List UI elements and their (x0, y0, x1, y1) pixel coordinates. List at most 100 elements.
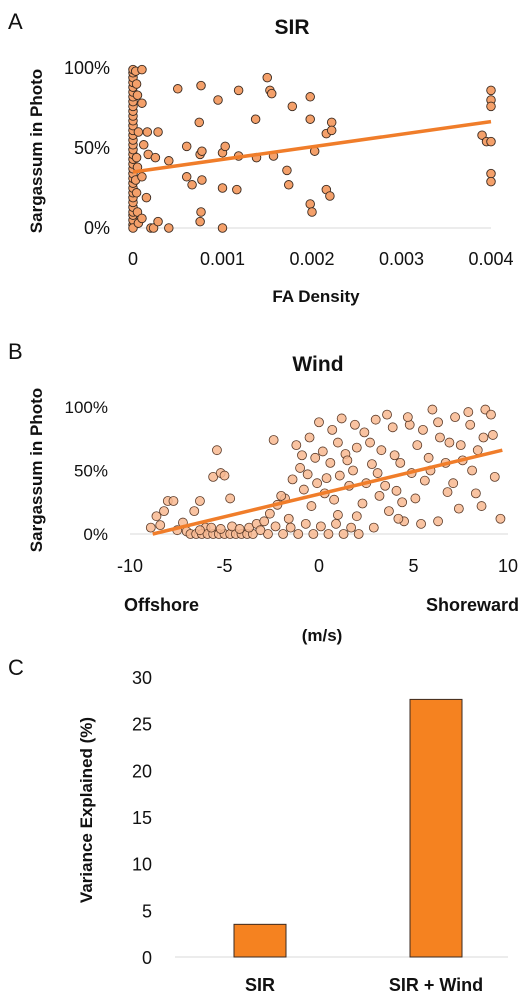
data-point-b (215, 524, 226, 534)
data-point-b (450, 412, 460, 423)
data-point-a (137, 172, 147, 182)
data-point-a (282, 165, 292, 176)
y-tick-label-c: 5 (142, 901, 152, 921)
data-point-b (336, 413, 347, 424)
data-point-a (150, 152, 161, 163)
data-point-b (395, 457, 406, 468)
y-tick-label-b: 100% (65, 398, 108, 417)
data-point-b (314, 417, 324, 428)
data-point-a (220, 141, 230, 152)
data-point-a (137, 213, 147, 224)
data-point-b (317, 446, 328, 457)
data-point-a (131, 79, 142, 89)
panel-c-variance-bar-chart: C Variance Explained (%) 0 5 10 15 20 25 30 SI… (8, 655, 508, 995)
data-point-b (351, 442, 362, 453)
x-tick-label-a: 0.004 (468, 249, 513, 269)
data-point-a (131, 188, 142, 198)
data-point-b (298, 484, 309, 495)
data-point-b (278, 529, 288, 539)
data-point-a (486, 176, 496, 187)
data-point-a (305, 92, 315, 102)
y-axis-label-a: Sargassum in Photo (27, 69, 46, 233)
data-point-b (332, 510, 343, 520)
data-point-a (486, 101, 496, 112)
data-point-b (285, 522, 296, 533)
data-point-b (234, 524, 245, 534)
data-point-a (250, 114, 261, 124)
trendline-a (132, 119, 492, 174)
y-tick-label-c: 15 (132, 808, 152, 828)
y-tick-label-c: 10 (132, 855, 152, 875)
data-point-b (489, 471, 500, 482)
x-axis-label-b: (m/s) (302, 626, 343, 645)
data-point-a (194, 117, 204, 128)
y-axis-label-b: Sargassum in Photo (27, 388, 46, 552)
data-point-b (312, 478, 323, 489)
data-point-b (189, 506, 200, 517)
category-label: SIR + Wind (389, 975, 483, 995)
x-tick-label-b: 5 (408, 556, 418, 576)
data-point-a (232, 184, 242, 195)
data-point-b (419, 475, 430, 486)
data-point-b (412, 440, 423, 451)
data-point-b (478, 432, 489, 443)
data-point-b (370, 414, 381, 425)
data-point-a (164, 223, 174, 233)
data-point-b (380, 480, 391, 491)
bar-sir-wind (409, 698, 463, 958)
data-point-b (416, 518, 426, 529)
x-tick-label-a: 0.003 (379, 249, 424, 269)
x-axis-offshore-label: Offshore (124, 595, 199, 615)
data-point-a (305, 114, 315, 124)
y-axis-label-c: Variance Explained (%) (77, 717, 96, 903)
data-point-a (131, 152, 142, 163)
data-point-b (433, 417, 443, 428)
data-point-a (262, 72, 273, 83)
data-point-a (326, 117, 337, 128)
data-point-b (300, 518, 311, 529)
data-point-b (334, 470, 345, 481)
y-tick-label-a: 50% (74, 138, 110, 158)
data-point-b (306, 501, 317, 511)
data-point-b (315, 521, 326, 532)
data-point-b (433, 516, 443, 527)
data-point-b (145, 522, 156, 533)
data-point-a (172, 84, 183, 94)
data-point-b (195, 525, 205, 536)
data-point-b (346, 522, 357, 533)
data-point-b (195, 496, 205, 506)
data-point-b (295, 463, 306, 473)
data-point-b (455, 440, 466, 451)
data-point-a (486, 168, 496, 179)
data-point-a (477, 130, 487, 140)
data-point-b (332, 437, 343, 448)
panel-letter-c: C (8, 655, 24, 680)
data-point-b (168, 496, 179, 506)
trendline-b (152, 448, 503, 536)
x-tick-label-b: 0 (314, 556, 324, 576)
data-point-b (382, 409, 392, 420)
data-point-a (132, 90, 143, 100)
data-point-a (213, 95, 223, 105)
data-point-b (486, 409, 496, 420)
chart-title-wind: Wind (292, 353, 343, 376)
panel-letter-a: A (8, 9, 23, 34)
data-point-a (138, 140, 149, 150)
data-point-a (287, 101, 298, 112)
category-label: SIR (245, 975, 275, 995)
y-tick-label-b: 50% (74, 462, 108, 481)
y-tick-label-c: 0 (142, 948, 152, 968)
data-point-b (393, 513, 404, 524)
data-point-b (159, 506, 169, 517)
data-point-b (297, 450, 307, 461)
data-point-b (397, 497, 408, 508)
data-point-b (444, 437, 455, 448)
data-point-b (389, 450, 400, 461)
data-point-a (233, 85, 244, 96)
data-point-a (196, 80, 206, 91)
data-point-b (470, 488, 481, 499)
data-point-b (418, 424, 428, 435)
data-point-b (327, 424, 338, 435)
data-point-a (137, 64, 147, 75)
data-point-a (217, 223, 228, 233)
